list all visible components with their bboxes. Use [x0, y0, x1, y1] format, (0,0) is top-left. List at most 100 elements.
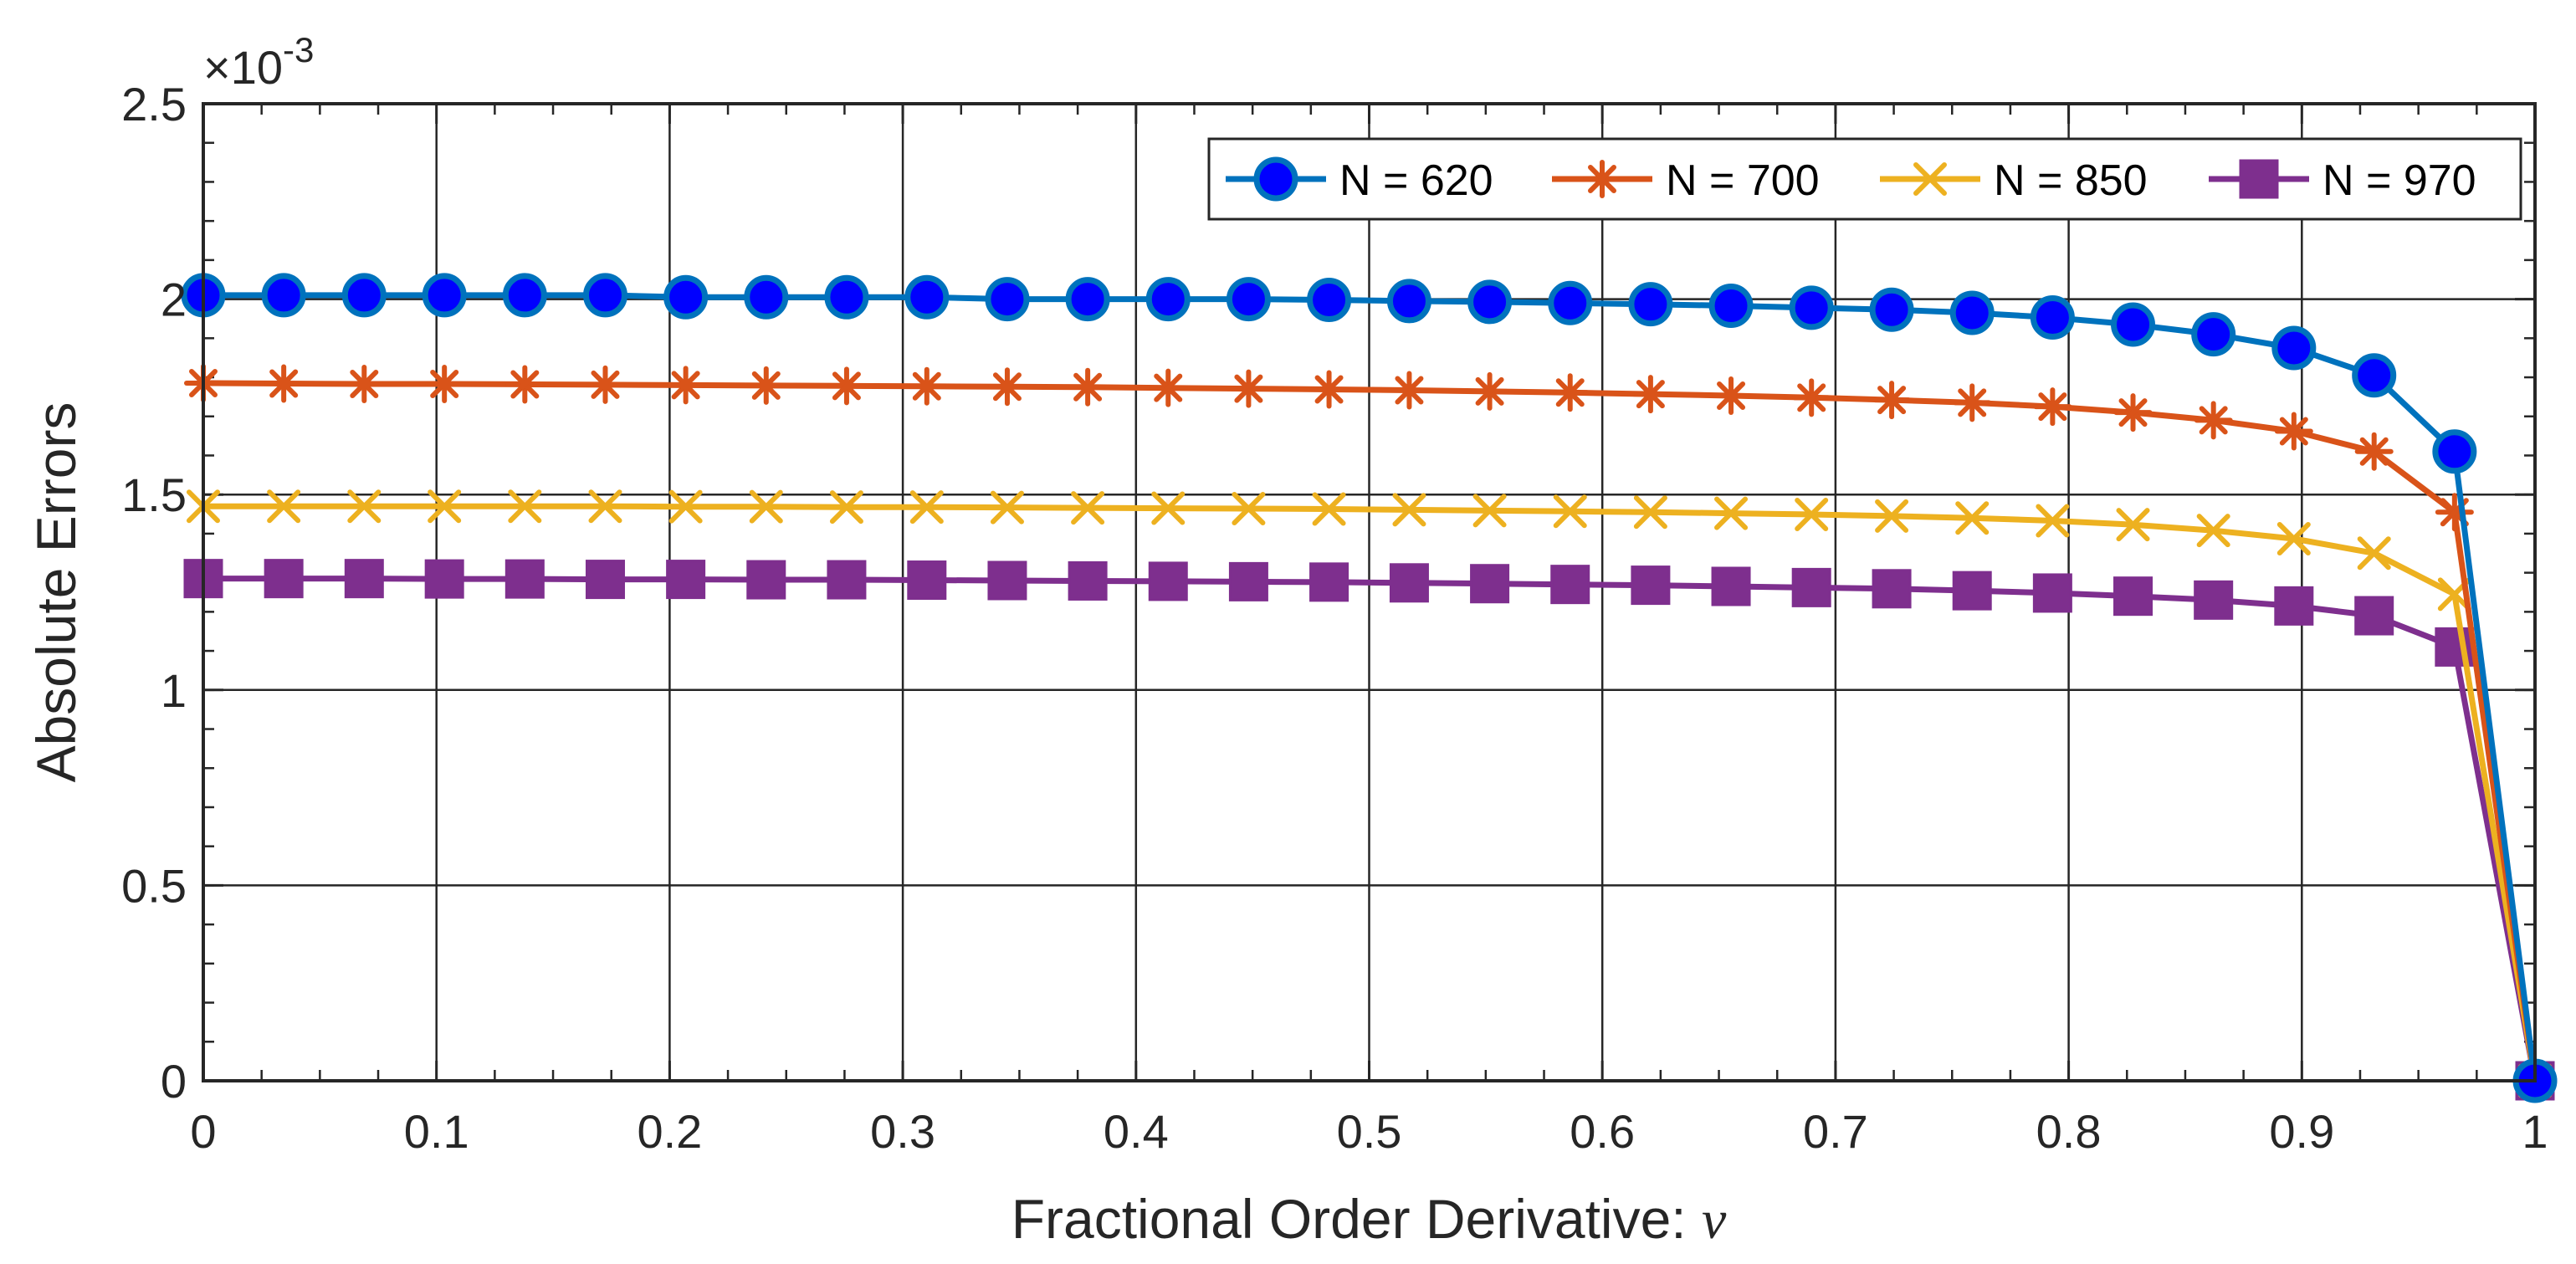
legend-label: N = 850 — [1994, 156, 2148, 205]
asterisk-stroke — [1877, 386, 1907, 415]
x-stroke — [2196, 514, 2230, 548]
data-point — [428, 489, 462, 524]
x-stroke — [2276, 521, 2311, 555]
data-point — [1583, 160, 1621, 198]
y-tick-label: 0 — [161, 1055, 187, 1108]
data-point — [345, 364, 384, 403]
x-stroke — [428, 489, 462, 524]
data-point — [424, 559, 464, 599]
data-point — [663, 274, 709, 320]
legend-label: N = 970 — [2322, 156, 2476, 205]
x-stroke — [1071, 491, 1105, 525]
x-axis-label-text: Fractional Order Derivative: — [1011, 1188, 1702, 1250]
series-620 — [181, 273, 2558, 1103]
data-point — [1470, 564, 1510, 604]
x-stroke — [990, 490, 1024, 525]
data-point — [1548, 280, 1593, 325]
asterisk-stroke — [1588, 165, 1616, 193]
data-point — [264, 364, 304, 403]
data-point — [1472, 494, 1507, 528]
data-point — [2111, 302, 2156, 347]
data-point — [2194, 580, 2234, 620]
data-point — [909, 490, 944, 525]
x-stroke — [588, 489, 622, 524]
data-point — [508, 489, 542, 524]
data-point — [1953, 383, 1992, 422]
asterisk-stroke — [1234, 374, 1263, 403]
x-stroke — [909, 490, 944, 525]
x-stroke — [1795, 498, 1829, 532]
x-stroke — [749, 489, 783, 524]
data-point — [2354, 432, 2394, 471]
x-tick-label: 0.1 — [404, 1105, 469, 1158]
x-tick-label: 0.5 — [1337, 1105, 1402, 1158]
data-point — [1869, 287, 1914, 332]
data-point — [1467, 279, 1513, 325]
data-point — [1714, 496, 1749, 530]
data-point — [2357, 536, 2391, 571]
asterisk-stroke — [1475, 376, 1504, 406]
legend-entry: N = 620 — [1226, 156, 1493, 205]
asterisk-stroke — [1797, 383, 1826, 412]
x-tick-label: 0.3 — [870, 1105, 935, 1158]
x-stroke — [1955, 501, 1990, 535]
asterisk-stroke — [1314, 375, 1344, 404]
y-tick-label: 1 — [161, 664, 187, 717]
x-tick-label: 0.8 — [2036, 1105, 2102, 1158]
data-point — [2432, 429, 2477, 474]
data-point — [588, 489, 622, 524]
x-stroke — [1633, 495, 1667, 530]
x-stroke — [347, 489, 382, 524]
x-tick-label: 0 — [190, 1105, 216, 1158]
asterisk-stroke — [832, 371, 861, 401]
asterisk-stroke — [1395, 376, 1424, 405]
tick-labels: 0 0.1 0.2 0.3 0.4 0.5 0.6 0.7 0.8 0.9 1 0 0.5 1 1.5 2 2.… — [121, 78, 2548, 1158]
data-point — [907, 560, 947, 601]
data-point — [1875, 499, 1909, 533]
x-axis-symbol: ν — [1702, 1190, 1727, 1251]
data-point — [2194, 401, 2233, 440]
asterisk-stroke — [430, 369, 459, 398]
data-point — [2196, 514, 2230, 548]
x-stroke — [1472, 494, 1507, 528]
data-point — [666, 560, 706, 600]
data-point — [1389, 563, 1429, 603]
y-exponent-prefix: ×10 — [203, 41, 283, 94]
data-point — [1226, 277, 1271, 322]
data-point — [2036, 504, 2070, 538]
asterisk-stroke — [1717, 381, 1746, 410]
data-point — [1789, 285, 1834, 330]
data-point — [347, 489, 382, 524]
data-point — [1628, 282, 1673, 327]
x-stroke — [267, 489, 301, 524]
asterisk-stroke — [1636, 380, 1665, 409]
data-point — [2032, 573, 2072, 613]
data-point — [746, 366, 786, 405]
legend-entry: N = 970 — [2209, 156, 2476, 205]
data-point — [1792, 378, 1831, 417]
x-stroke — [1553, 494, 1587, 529]
asterisk-stroke — [1555, 378, 1585, 407]
data-point — [1253, 156, 1298, 202]
data-point — [1949, 290, 1995, 335]
data-point — [2116, 508, 2150, 542]
data-point — [2271, 325, 2317, 371]
data-point — [2033, 387, 2072, 427]
data-point — [1065, 277, 1110, 322]
data-point — [827, 560, 867, 600]
asterisk-stroke — [671, 371, 700, 400]
series-700 — [184, 364, 2554, 1100]
data-point — [582, 273, 627, 318]
data-point — [1068, 367, 1108, 407]
data-point — [1711, 566, 1751, 606]
asterisk-stroke — [2118, 398, 2148, 427]
x-tick-label: 1 — [2522, 1105, 2548, 1158]
data-point — [1633, 495, 1667, 530]
x-stroke — [1913, 162, 1947, 196]
data-point — [1307, 278, 1352, 323]
asterisk-stroke — [912, 371, 941, 401]
legend-entry: N = 700 — [1552, 156, 1820, 205]
legend: N = 620 N = 700 N = 850 N = 970 — [1207, 137, 2522, 221]
x-stroke — [2116, 508, 2150, 542]
data-point — [1913, 162, 1947, 196]
